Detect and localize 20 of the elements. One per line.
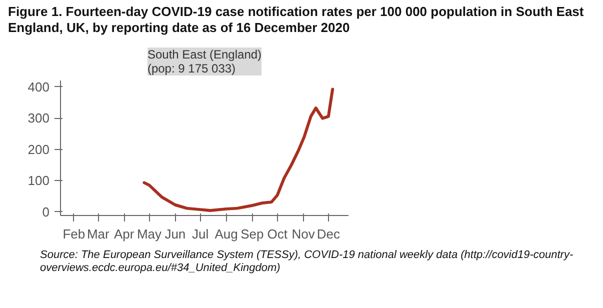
x-tick-label: Jul [192, 226, 209, 242]
x-tick-label: Aug [214, 226, 238, 242]
source-note: Source: The European Surveillance System (TESSy), COVID-19 national weekly data (http://covid19-country-overviews.ecdc.europa.eu/#34_United_Kingdom) [40, 249, 574, 275]
x-tick-label: Feb [62, 226, 86, 242]
chart-title: Figure 1. Fourteen-day COVID-19 case notification rates per 100 000 population in South East England, UK, by reporting date as of 16 December 2020 [8, 4, 585, 36]
y-tick-label: 100 [28, 173, 50, 188]
x-tick-label: Mar [86, 226, 110, 242]
y-tick-label: 300 [28, 110, 50, 126]
chart-subtitle: South East (England) (pop: 9 175 033) [147, 48, 262, 76]
y-tick-label: 0 [42, 204, 50, 220]
x-tick-label: Nov [292, 226, 316, 242]
x-tick-label: Sep [240, 226, 264, 242]
y-tick-label: 200 [28, 142, 50, 157]
x-tick-label: Apr [114, 226, 135, 242]
y-tick-label: 400 [28, 79, 50, 94]
x-tick-label: Jun [164, 226, 186, 242]
line-series [142, 88, 334, 212]
x-tick-label: Dec [316, 226, 340, 242]
x-tick-label: May [136, 226, 162, 242]
x-tick-label: Oct [267, 226, 288, 242]
